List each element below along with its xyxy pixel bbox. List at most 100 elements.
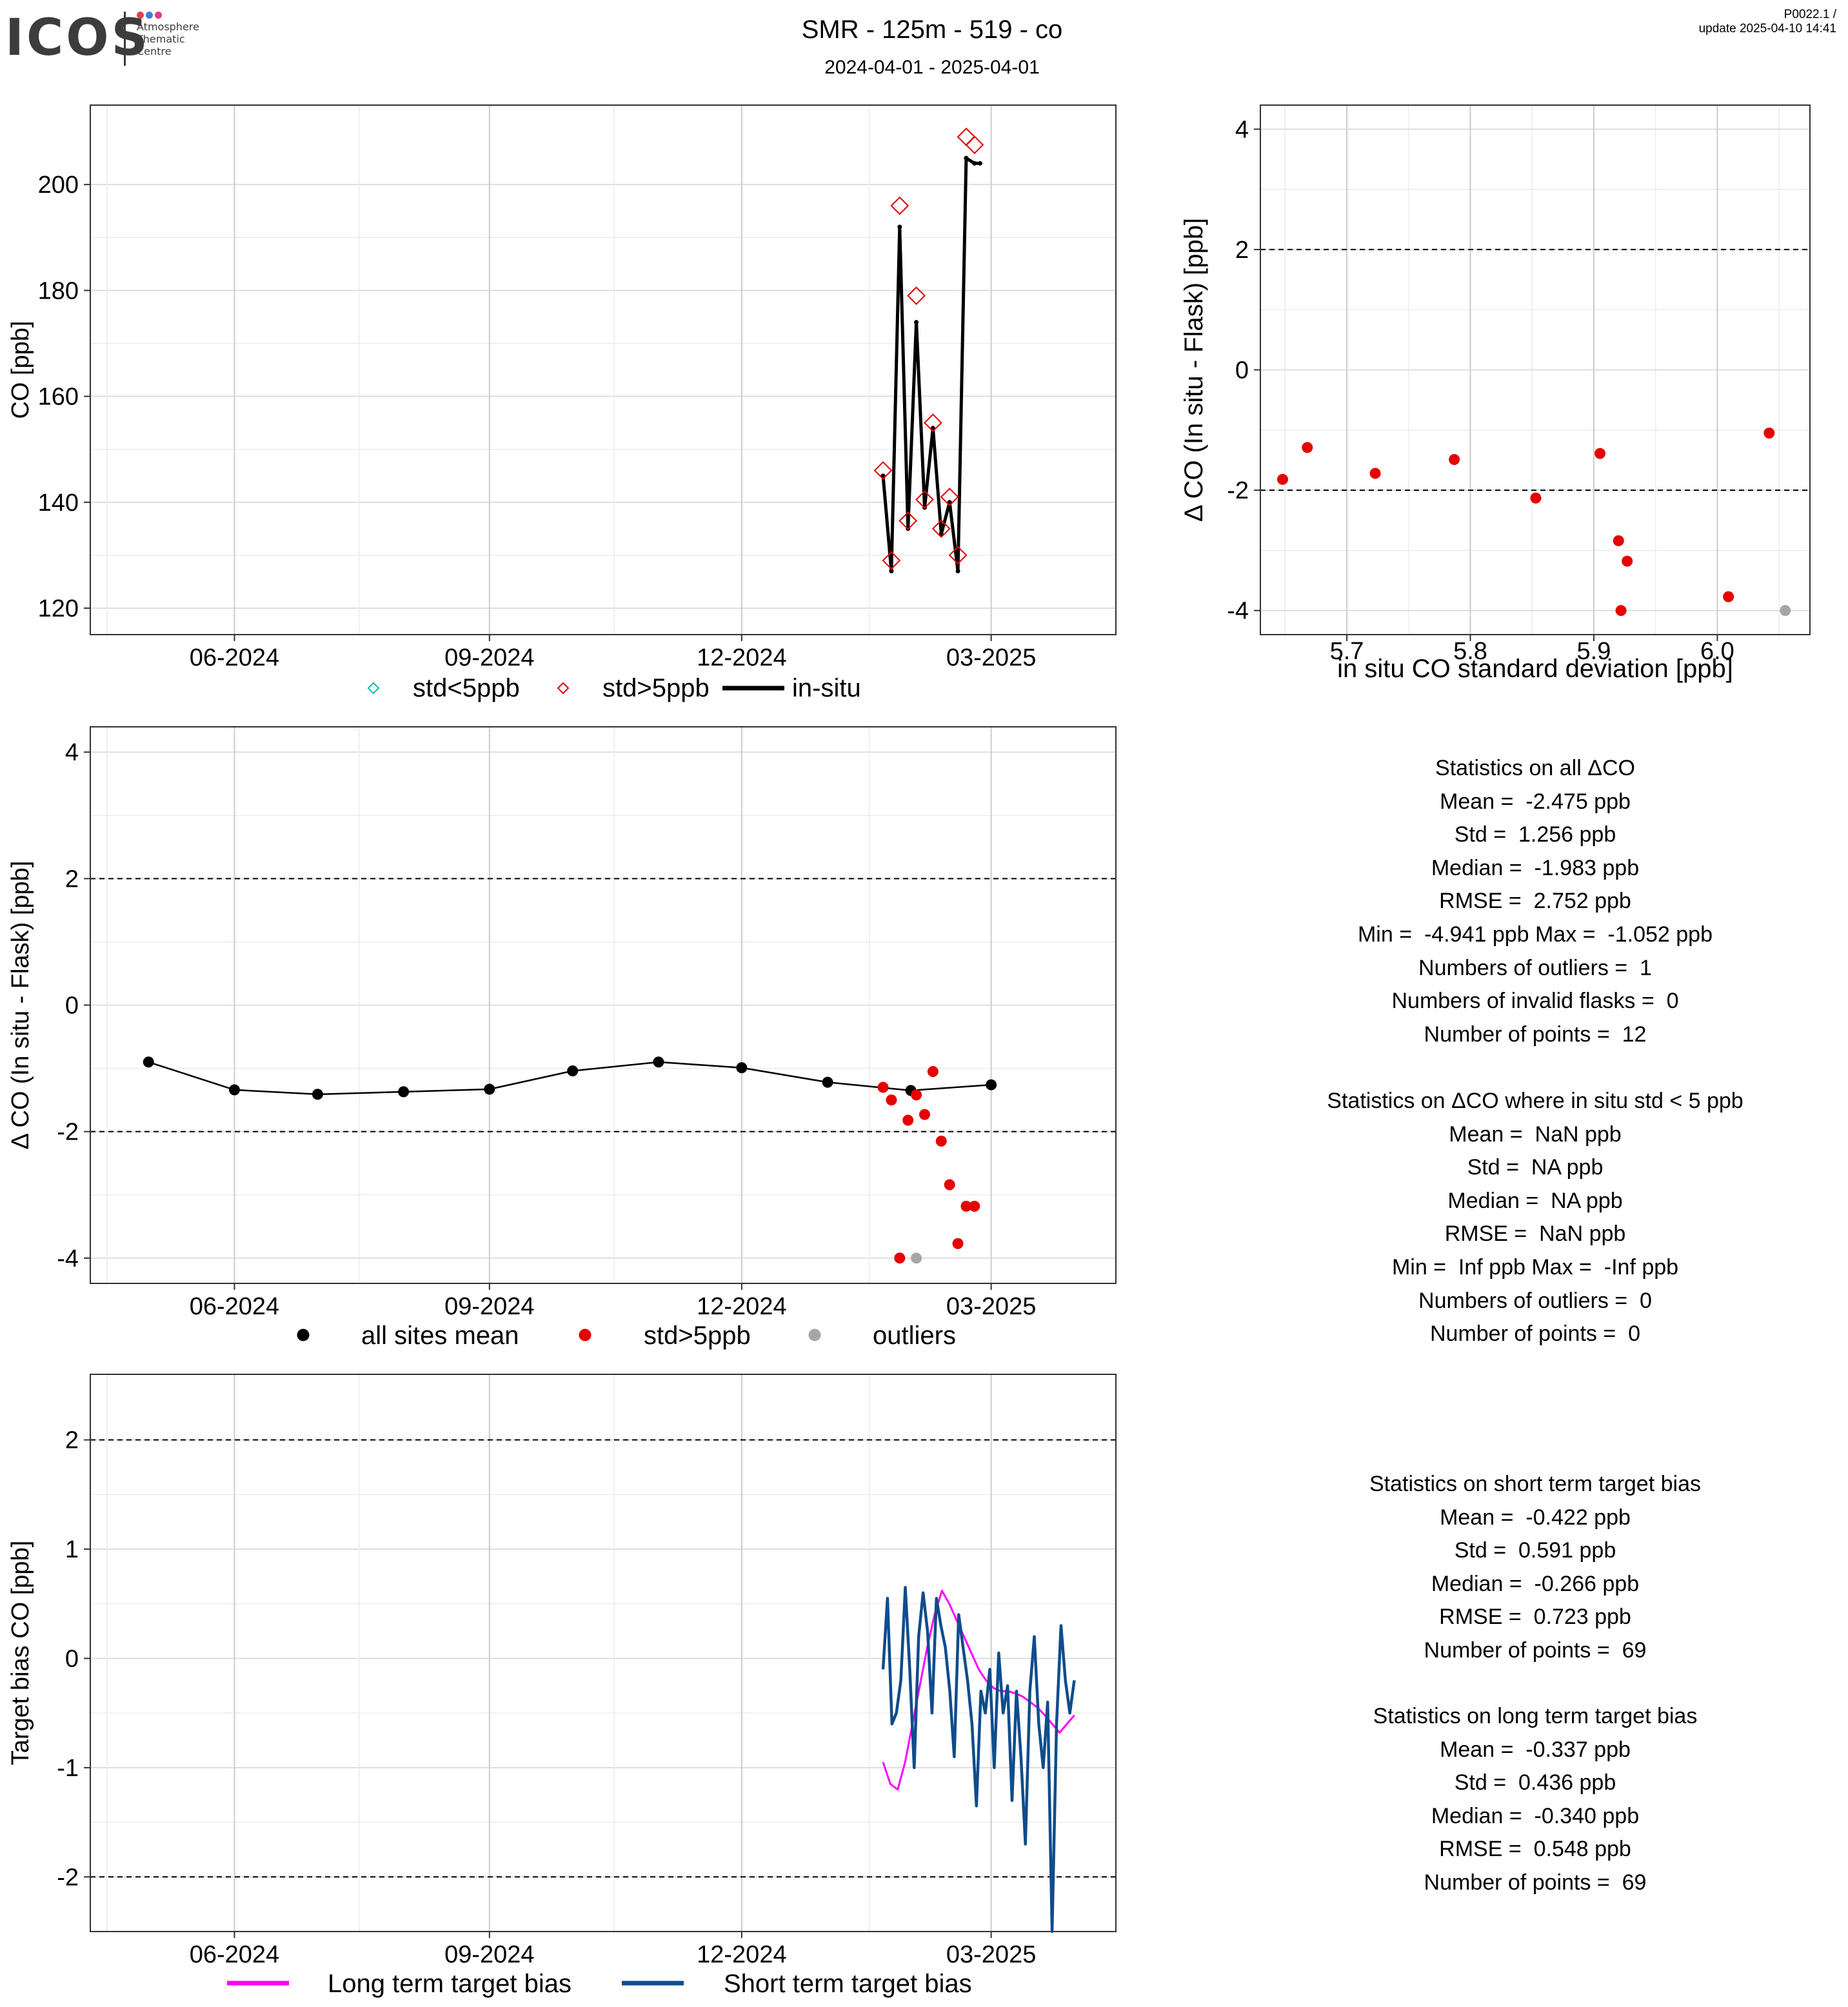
- scatter-point-std-gt5: [1369, 468, 1381, 479]
- y-axis-label: Target bias CO [ppb]: [7, 1541, 34, 1766]
- x-tick-label: 6.0: [1700, 638, 1734, 665]
- update-timestamp: update 2025-04-10 14:41: [1698, 22, 1836, 35]
- y-axis-label: Δ CO (In situ - Flask) [ppb]: [7, 861, 34, 1150]
- scatter-point-std-gt5: [1723, 591, 1734, 602]
- stats-line: Median = -1.983 ppb: [1431, 855, 1640, 880]
- stats-line: RMSE = 2.752 ppb: [1439, 889, 1631, 914]
- short-term-bias-line: [881, 1586, 1076, 1933]
- logo-dot-blue: [146, 12, 153, 19]
- all-sites-mean-point: [567, 1065, 579, 1076]
- insitu-point: [964, 155, 969, 161]
- page-title: SMR - 125m - 519 - co: [801, 15, 1063, 44]
- flask-diamond-marker: [899, 511, 918, 530]
- stats-header: Statistics on ΔCO where in situ std < 5 …: [1327, 1089, 1744, 1113]
- plot-border: [90, 104, 1117, 635]
- scatter-point-std-gt5: [1622, 555, 1633, 567]
- icos-logo: ICOS: [5, 9, 150, 67]
- stats-short-term-bias: Statistics on short term target bias Mea…: [1213, 1468, 1848, 1668]
- delta-point-std-gt5: [927, 1065, 939, 1077]
- y-tick-label: 180: [38, 277, 79, 304]
- delta-point-std-gt5: [960, 1200, 972, 1212]
- flask-diamond-marker: [965, 135, 984, 154]
- stats-line: Mean = -2.475 ppb: [1440, 789, 1631, 814]
- stats-line: Std = 0.436 ppb: [1454, 1770, 1616, 1795]
- stats-line: Numbers of invalid flasks = 0: [1391, 989, 1679, 1014]
- scatter-point-std-gt5: [1764, 427, 1775, 439]
- y-tick-label: 140: [38, 489, 79, 517]
- x-tick-label: 12-2024: [697, 644, 786, 671]
- stats-header: Statistics on long term target bias: [1373, 1704, 1698, 1728]
- logo-sub-line: Centre: [137, 45, 172, 57]
- y-tick-label: 2: [65, 865, 79, 893]
- stats-std-lt5: Statistics on ΔCO where in situ std < 5 …: [1213, 1085, 1848, 1351]
- delta-point-std-gt5: [894, 1252, 906, 1264]
- all-sites-mean-point: [653, 1056, 664, 1068]
- stats-line: Median = -0.340 ppb: [1431, 1803, 1640, 1828]
- y-tick-label: 1: [65, 1536, 79, 1563]
- insitu-point: [914, 320, 919, 325]
- all-sites-mean-point: [398, 1086, 410, 1098]
- insitu-point: [889, 568, 894, 573]
- stats-line: Mean = NaN ppb: [1449, 1122, 1622, 1147]
- legend-diamond-std-lt5: [367, 682, 380, 695]
- plot-panel: [90, 1374, 1116, 1932]
- all-sites-mean-point: [736, 1062, 748, 1074]
- plot-panel: [90, 105, 1116, 635]
- y-tick-label: 0: [65, 1645, 79, 1672]
- x-tick-label: 06-2024: [190, 644, 279, 671]
- y-tick-label: -1: [57, 1755, 79, 1782]
- delta-point-std-gt5: [877, 1082, 889, 1093]
- delta-point-std-gt5: [952, 1238, 964, 1249]
- flask-diamond-marker: [931, 519, 951, 539]
- y-tick-label: -2: [1227, 477, 1249, 504]
- plot-border: [90, 1374, 1117, 1932]
- scatter-point-std-gt5: [1277, 473, 1288, 485]
- x-tick-label: 09-2024: [444, 1941, 534, 1968]
- legend-label: Long term target bias: [328, 1970, 571, 1998]
- y-tick-label: 2: [65, 1427, 79, 1454]
- delta-point-std-gt5: [935, 1135, 947, 1147]
- all-sites-mean-point: [312, 1089, 323, 1100]
- delta-point-std-gt5: [886, 1094, 897, 1106]
- stats-header: Statistics on short term target bias: [1369, 1472, 1701, 1496]
- legend-label: outliers: [873, 1321, 956, 1350]
- x-tick-label: 12-2024: [697, 1293, 786, 1320]
- stats-line: RMSE = NaN ppb: [1444, 1221, 1626, 1247]
- flask-diamond-marker: [907, 286, 926, 305]
- x-tick-label: 09-2024: [444, 644, 534, 671]
- delta-point-std-gt5: [944, 1179, 955, 1191]
- delta-point-std-gt5: [919, 1109, 930, 1120]
- header: ICOS Atmosphere Thematic Centre SMR - 12…: [0, 0, 1848, 97]
- stats-line: Number of points = 69: [1424, 1637, 1647, 1663]
- page-subtitle: 2024-04-01 - 2025-04-01: [824, 57, 1040, 78]
- stats-line: Number of points = 69: [1424, 1870, 1647, 1895]
- legend-label: in-situ: [792, 674, 861, 702]
- scatter-point-std-gt5: [1302, 442, 1313, 453]
- plot-border: [1260, 104, 1811, 635]
- stats-line: Std = 0.591 ppb: [1454, 1538, 1616, 1563]
- all-sites-mean-point: [822, 1076, 833, 1088]
- x-tick-label: 03-2025: [946, 1293, 1036, 1320]
- stats-line: Min = Inf ppb Max = -Inf ppb: [1391, 1254, 1679, 1280]
- y-axis-label: Δ CO (In situ - Flask) [ppb]: [1180, 218, 1208, 522]
- scatter-point-std-gt5: [1613, 535, 1624, 546]
- version-line: P0022.1 /: [1783, 8, 1836, 21]
- logo-dot-red: [137, 12, 144, 19]
- delta-point-std-gt5: [911, 1089, 922, 1101]
- stats-line: Std = 1.256 ppb: [1454, 822, 1616, 847]
- stats-all-delta: Statistics on all ΔCO Mean = -2.475 ppb …: [1213, 752, 1848, 1051]
- stats-header: Statistics on all ΔCO: [1435, 756, 1635, 780]
- delta-point-outlier: [911, 1252, 922, 1264]
- scatter-point-outlier: [1780, 605, 1791, 617]
- x-tick-label: 5.7: [1330, 638, 1364, 665]
- stats-long-term-bias: Statistics on long term target bias Mean…: [1213, 1700, 1848, 1900]
- stats-line: Median = -0.266 ppb: [1431, 1571, 1640, 1596]
- all-sites-mean-point: [484, 1083, 495, 1095]
- x-tick-label: 03-2025: [946, 644, 1036, 671]
- legend-point-mean: [297, 1329, 310, 1341]
- legend-label: std>5ppb: [644, 1321, 751, 1350]
- stats-line: RMSE = 0.548 ppb: [1439, 1837, 1631, 1862]
- insitu-point: [955, 568, 960, 573]
- flask-diamond-marker: [923, 413, 942, 433]
- x-tick-label: 03-2025: [946, 1941, 1036, 1968]
